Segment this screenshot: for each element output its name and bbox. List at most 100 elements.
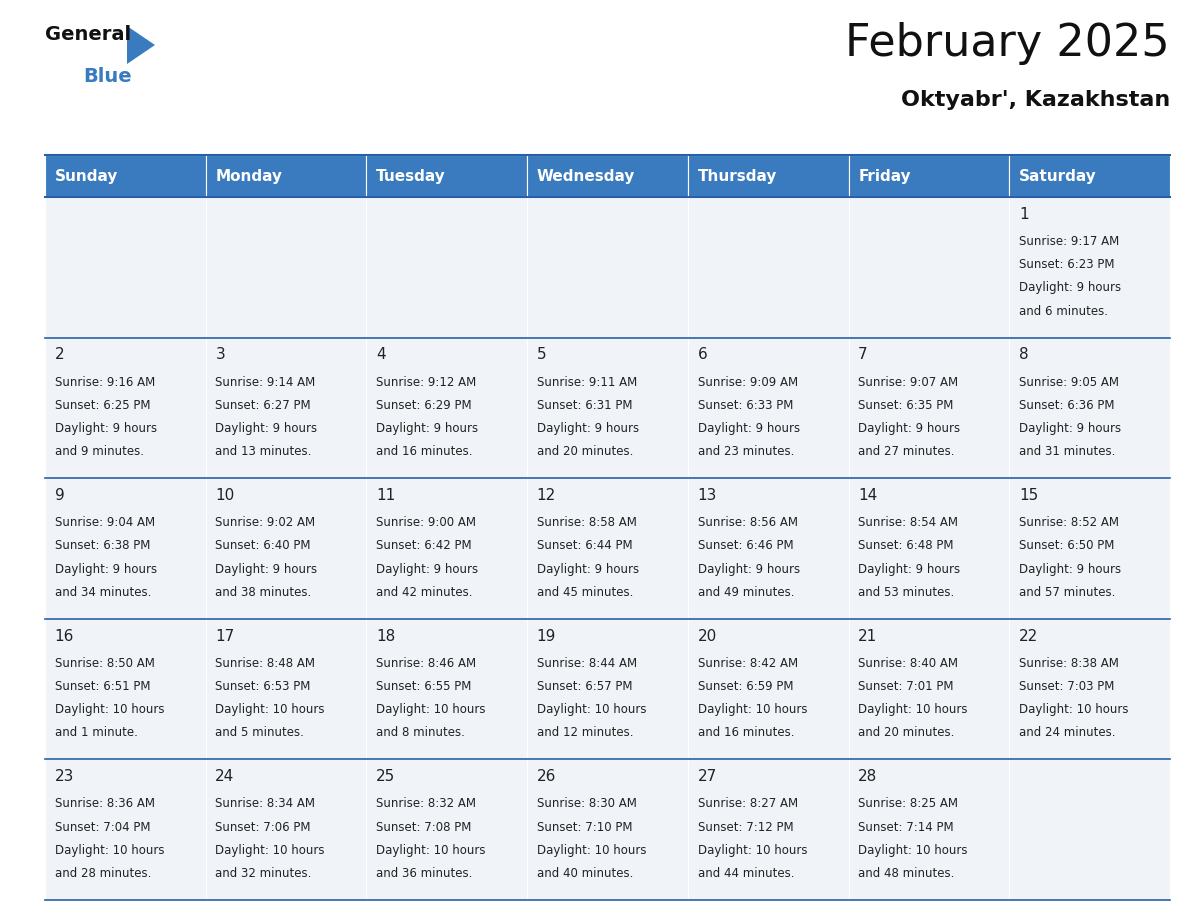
Text: Sunrise: 9:16 AM: Sunrise: 9:16 AM	[55, 375, 154, 388]
Text: Blue: Blue	[83, 67, 132, 86]
Bar	[688, 338, 848, 478]
Bar	[45, 478, 206, 619]
Text: Sunset: 7:10 PM: Sunset: 7:10 PM	[537, 821, 632, 834]
Text: Daylight: 10 hours: Daylight: 10 hours	[697, 703, 807, 716]
Text: 21: 21	[858, 629, 878, 644]
Text: Sunset: 7:14 PM: Sunset: 7:14 PM	[858, 821, 954, 834]
Text: and 20 minutes.: and 20 minutes.	[537, 445, 633, 458]
Text: Daylight: 10 hours: Daylight: 10 hours	[55, 703, 164, 716]
Bar	[1010, 338, 1170, 478]
Text: Daylight: 9 hours: Daylight: 9 hours	[1019, 563, 1121, 576]
Text: Sunrise: 9:11 AM: Sunrise: 9:11 AM	[537, 375, 637, 388]
Text: Sunset: 6:35 PM: Sunset: 6:35 PM	[858, 398, 954, 412]
Text: Daylight: 9 hours: Daylight: 9 hours	[537, 422, 639, 435]
Text: Sunset: 6:44 PM: Sunset: 6:44 PM	[537, 540, 632, 553]
Text: 28: 28	[858, 769, 878, 784]
Text: and 9 minutes.: and 9 minutes.	[55, 445, 144, 458]
Text: 11: 11	[377, 488, 396, 503]
Text: Daylight: 10 hours: Daylight: 10 hours	[215, 703, 324, 716]
Text: Daylight: 9 hours: Daylight: 9 hours	[858, 563, 960, 576]
Text: Sunset: 6:23 PM: Sunset: 6:23 PM	[1019, 258, 1114, 271]
Text: Sunset: 6:40 PM: Sunset: 6:40 PM	[215, 540, 311, 553]
Text: 8: 8	[1019, 347, 1029, 363]
Text: Sunday: Sunday	[55, 169, 118, 184]
Text: Sunrise: 9:12 AM: Sunrise: 9:12 AM	[377, 375, 476, 388]
Text: 9: 9	[55, 488, 64, 503]
Text: Daylight: 9 hours: Daylight: 9 hours	[215, 563, 317, 576]
Text: Sunrise: 9:09 AM: Sunrise: 9:09 AM	[697, 375, 797, 388]
Text: February 2025: February 2025	[846, 22, 1170, 65]
Text: Oktyabr', Kazakhstan: Oktyabr', Kazakhstan	[901, 90, 1170, 110]
Text: and 40 minutes.: and 40 minutes.	[537, 867, 633, 880]
Bar	[1010, 197, 1170, 338]
Text: Sunrise: 8:34 AM: Sunrise: 8:34 AM	[215, 798, 315, 811]
Bar	[688, 759, 848, 900]
Text: Sunrise: 8:44 AM: Sunrise: 8:44 AM	[537, 656, 637, 670]
Bar	[848, 619, 1010, 759]
Text: 5: 5	[537, 347, 546, 363]
Bar	[848, 197, 1010, 338]
Text: Sunrise: 8:32 AM: Sunrise: 8:32 AM	[377, 798, 476, 811]
Text: Sunset: 6:27 PM: Sunset: 6:27 PM	[215, 398, 311, 412]
Text: and 5 minutes.: and 5 minutes.	[215, 726, 304, 739]
Text: 18: 18	[377, 629, 396, 644]
Bar	[45, 619, 206, 759]
Text: Sunset: 6:48 PM: Sunset: 6:48 PM	[858, 540, 954, 553]
Text: Sunset: 6:25 PM: Sunset: 6:25 PM	[55, 398, 150, 412]
Text: and 27 minutes.: and 27 minutes.	[858, 445, 955, 458]
Polygon shape	[127, 26, 154, 64]
Text: Sunset: 6:46 PM: Sunset: 6:46 PM	[697, 540, 794, 553]
Text: 10: 10	[215, 488, 234, 503]
Bar	[527, 155, 688, 197]
Text: and 49 minutes.: and 49 minutes.	[697, 586, 794, 599]
Text: Sunset: 6:51 PM: Sunset: 6:51 PM	[55, 680, 150, 693]
Text: Daylight: 10 hours: Daylight: 10 hours	[215, 844, 324, 856]
Text: Sunrise: 9:17 AM: Sunrise: 9:17 AM	[1019, 235, 1119, 248]
Text: Sunrise: 9:05 AM: Sunrise: 9:05 AM	[1019, 375, 1119, 388]
Text: 22: 22	[1019, 629, 1038, 644]
Text: Monday: Monday	[215, 169, 283, 184]
Text: 24: 24	[215, 769, 234, 784]
Bar	[1010, 759, 1170, 900]
Bar	[206, 759, 366, 900]
Text: and 36 minutes.: and 36 minutes.	[377, 867, 473, 880]
Text: Sunrise: 8:48 AM: Sunrise: 8:48 AM	[215, 656, 315, 670]
Text: Sunrise: 8:58 AM: Sunrise: 8:58 AM	[537, 516, 637, 529]
Text: 7: 7	[858, 347, 868, 363]
Text: 2: 2	[55, 347, 64, 363]
Text: 4: 4	[377, 347, 386, 363]
Bar	[527, 197, 688, 338]
Text: General: General	[45, 25, 131, 44]
Text: Sunset: 6:38 PM: Sunset: 6:38 PM	[55, 540, 150, 553]
Text: 14: 14	[858, 488, 878, 503]
Bar	[848, 155, 1010, 197]
Text: and 38 minutes.: and 38 minutes.	[215, 586, 311, 599]
Bar	[366, 478, 527, 619]
Text: Sunset: 6:57 PM: Sunset: 6:57 PM	[537, 680, 632, 693]
Bar	[206, 155, 366, 197]
Text: Sunrise: 8:38 AM: Sunrise: 8:38 AM	[1019, 656, 1119, 670]
Text: Daylight: 9 hours: Daylight: 9 hours	[215, 422, 317, 435]
Text: Sunrise: 8:27 AM: Sunrise: 8:27 AM	[697, 798, 797, 811]
Text: and 44 minutes.: and 44 minutes.	[697, 867, 794, 880]
Text: Sunset: 6:50 PM: Sunset: 6:50 PM	[1019, 540, 1114, 553]
Text: 25: 25	[377, 769, 396, 784]
Bar	[527, 759, 688, 900]
Bar	[366, 155, 527, 197]
Text: Daylight: 10 hours: Daylight: 10 hours	[1019, 703, 1129, 716]
Text: 13: 13	[697, 488, 716, 503]
Text: Sunrise: 8:54 AM: Sunrise: 8:54 AM	[858, 516, 959, 529]
Text: Sunset: 6:53 PM: Sunset: 6:53 PM	[215, 680, 311, 693]
Bar	[848, 478, 1010, 619]
Text: Thursday: Thursday	[697, 169, 777, 184]
Text: and 57 minutes.: and 57 minutes.	[1019, 586, 1116, 599]
Text: and 28 minutes.: and 28 minutes.	[55, 867, 151, 880]
Text: Sunset: 6:55 PM: Sunset: 6:55 PM	[377, 680, 472, 693]
Text: Sunrise: 8:36 AM: Sunrise: 8:36 AM	[55, 798, 154, 811]
Text: Daylight: 9 hours: Daylight: 9 hours	[697, 563, 800, 576]
Text: 27: 27	[697, 769, 716, 784]
Bar	[45, 338, 206, 478]
Bar	[527, 478, 688, 619]
Text: Sunset: 6:29 PM: Sunset: 6:29 PM	[377, 398, 472, 412]
Bar	[206, 338, 366, 478]
